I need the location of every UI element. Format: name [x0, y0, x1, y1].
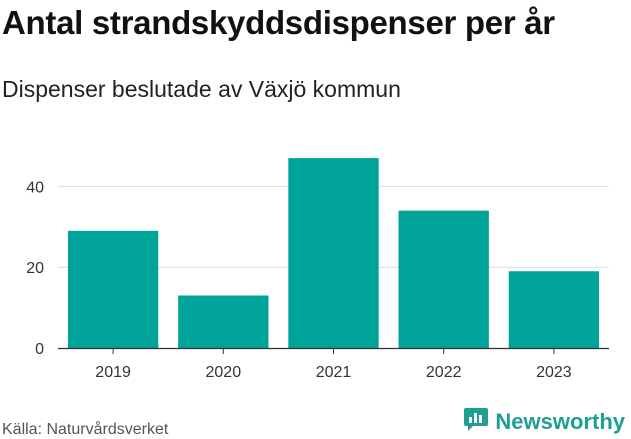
bar-2021 — [288, 158, 379, 348]
y-tick-label: 20 — [26, 260, 44, 277]
brand-name: Newsworthy — [495, 408, 625, 434]
x-tick-label: 2020 — [206, 364, 242, 381]
bar-2020 — [178, 295, 269, 348]
newsworthy-logo-icon — [463, 406, 489, 437]
y-tick-label: 40 — [26, 179, 44, 196]
bar-2023 — [508, 271, 600, 348]
bar-2019 — [67, 230, 159, 348]
x-tick-label: 2023 — [536, 364, 572, 381]
chart-title: Antal strandskyddsdispenser per år — [2, 4, 555, 41]
x-tick-label: 2022 — [426, 364, 462, 381]
y-tick-label: 0 — [35, 341, 44, 358]
newsworthy-brand: Newsworthy — [463, 406, 625, 437]
bar-2022 — [398, 210, 489, 348]
source-note: Källa: Naturvårdsverket — [2, 421, 169, 438]
x-tick-label: 2019 — [95, 364, 131, 381]
x-tick-label: 2021 — [316, 364, 352, 381]
chart-subtitle: Dispenser beslutade av Växjö kommun — [2, 76, 401, 102]
